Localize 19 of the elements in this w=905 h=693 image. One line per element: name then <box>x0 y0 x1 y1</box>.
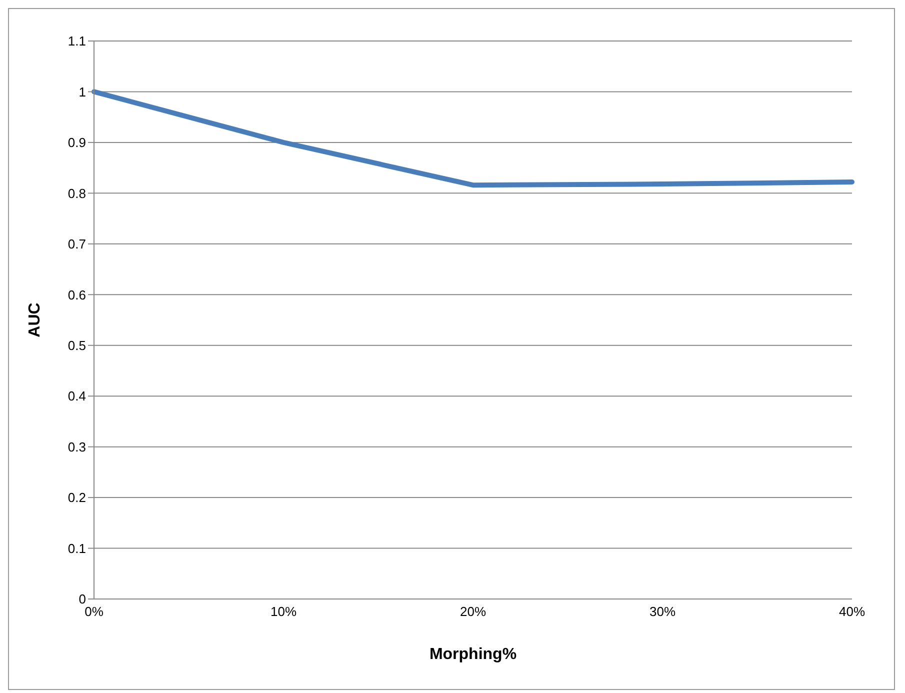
y-tick-label: 0.6 <box>68 287 86 302</box>
x-tick-label: 20% <box>460 604 486 620</box>
y-tick-label: 0.2 <box>68 490 86 506</box>
y-tick-label: 0 <box>78 592 86 607</box>
x-axis-title: Morphing% <box>429 646 517 663</box>
y-tick-label: 0.8 <box>68 186 86 201</box>
y-tick-label: 0.4 <box>68 388 86 404</box>
y-tick-label: 0.3 <box>68 439 86 454</box>
y-axis-title: AUC <box>26 302 44 338</box>
y-tick-label: 1 <box>78 84 86 100</box>
x-tick-label: 0% <box>84 604 104 620</box>
x-tick-label: 30% <box>649 604 676 620</box>
x-tick-label: 40% <box>838 604 866 620</box>
y-tick-label: 0.9 <box>68 135 86 150</box>
y-tick-label: 0.7 <box>68 236 86 252</box>
x-tick-label: 10% <box>270 604 297 620</box>
y-tick-label: 1.1 <box>68 34 86 49</box>
y-tick-label: 0.1 <box>68 540 86 556</box>
y-tick-label: 0.5 <box>68 338 86 353</box>
